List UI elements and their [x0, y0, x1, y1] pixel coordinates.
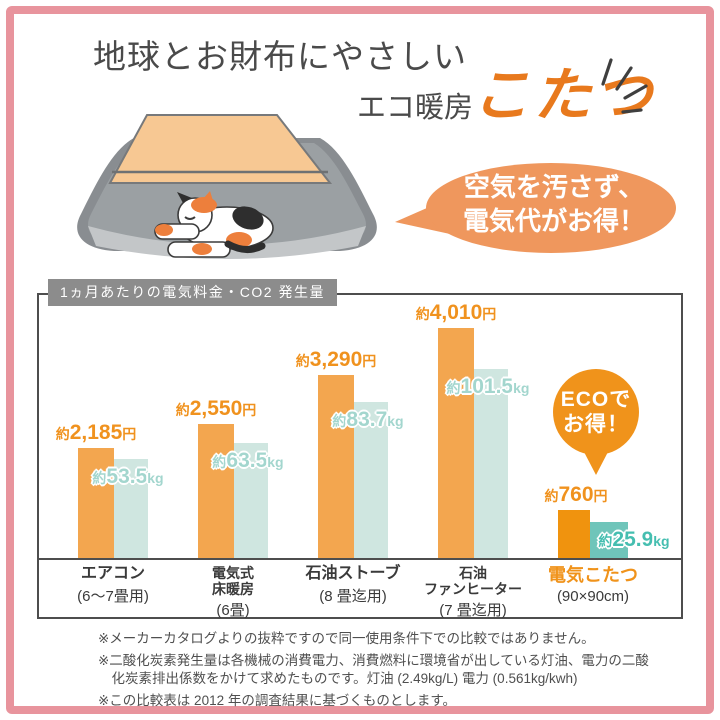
- subtitle-prefix: エコ暖房: [357, 90, 474, 124]
- footnote-item: ※この比較表は 2012 年の調査結果に基づくものとします。: [98, 692, 456, 708]
- eco-badge-balloon: [553, 369, 639, 475]
- page-title: 地球とお財布にやさしい: [93, 37, 467, 76]
- co2-value-label: 約63.5kg: [212, 449, 284, 472]
- category-name: エアコン: [80, 565, 145, 582]
- cost-bar: [558, 510, 590, 558]
- category-size: (6畳): [216, 602, 250, 620]
- eco-badge-text: ECOで お得！: [551, 387, 641, 437]
- category-label: 電気こたつ (90×90cm): [518, 565, 668, 605]
- cost-bar: [78, 448, 114, 558]
- cost-bar: [438, 328, 474, 558]
- speech-bubble-shape: [395, 163, 676, 253]
- speech-bubble-text: 空気を汚さず、 電気代がお得！: [428, 172, 680, 240]
- sparkle-lines-icon: [601, 58, 648, 114]
- co2-bar: [348, 402, 388, 558]
- category-name: 床暖房: [212, 581, 254, 598]
- speech-bubble-line2: 電気代がお得！: [462, 206, 645, 237]
- co2-value-label: 約83.7kg: [332, 408, 404, 431]
- category-size: (7 畳迄用): [439, 602, 507, 620]
- cost-value-label: 約4,010円: [415, 301, 497, 324]
- kotatsu-cat-illustration: [77, 114, 377, 259]
- eco-badge: ECOで お得！: [551, 367, 641, 479]
- co2-bar: [108, 459, 148, 558]
- category-label: エアコン (6〜7畳用): [38, 565, 188, 606]
- speech-bubble-line1: 空気を汚さず、: [463, 173, 645, 203]
- co2-bar: [468, 369, 508, 558]
- category-label: 石油 ファンヒーター (7 畳迄用): [398, 565, 548, 620]
- co2-value-label: 約101.5kg: [446, 375, 530, 398]
- category-size: (90×90cm): [556, 587, 630, 605]
- category-name: 石油ストーブ: [305, 565, 401, 582]
- category-label: 石油ストーブ (8 畳迄用): [278, 565, 428, 606]
- footnote-item: ※二酸化炭素発生量は各機械の消費電力、消費燃料に環境省が出している灯油、電力の二…: [98, 652, 649, 687]
- speech-bubble: 空気を汚さず、 電気代がお得！: [388, 158, 686, 260]
- co2-value-label: 約53.5kg: [92, 465, 164, 488]
- footnotes: ※メーカーカタログよりの抜粋ですので同一使用条件下での比較ではありません。 ※二酸…: [98, 630, 654, 714]
- category-labels-row: エアコン (6〜7畳用) 電気式 床暖房 (6畳) 石油ストーブ (8 畳迄用) 石油 ファンヒ…: [38, 558, 681, 620]
- category-name: 電気こたつ: [548, 565, 638, 585]
- chart-title-tab: 1ヵ月あたりの電気料金・CO2 発生量: [48, 279, 337, 306]
- cost-bar: [198, 424, 234, 558]
- co2-value-label: 約25.9kg: [598, 528, 670, 551]
- eco-badge-line2: お得！: [563, 413, 629, 437]
- category-name: 石油: [459, 565, 487, 581]
- co2-bar: [588, 522, 628, 558]
- category-label: 電気式 床暖房 (6畳): [158, 565, 308, 620]
- cost-value-label: 約760円: [544, 483, 608, 506]
- cost-value-label: 約2,185円: [55, 421, 137, 444]
- bars-layer: 約2,185円約53.5kg 約2,550円約63.5kg 約3,290円約83.7…: [39, 295, 681, 558]
- category-size: (6〜7畳用): [77, 588, 149, 606]
- cost-value-label: 約2,550円: [175, 397, 257, 420]
- category-name: ファンヒーター: [424, 581, 522, 598]
- comparison-bar-chart: 約2,185円約53.5kg 約2,550円約63.5kg 約3,290円約83.7…: [37, 293, 683, 619]
- brand-kotatsu-script: こたつ: [472, 61, 656, 129]
- cost-value-label: 約3,290円: [295, 348, 377, 371]
- footnote-item: ※メーカーカタログよりの抜粋ですので同一使用条件下での比較ではありません。: [98, 631, 595, 646]
- sleeping-cat: [154, 191, 274, 258]
- category-name: 電気式: [212, 565, 254, 581]
- eco-badge-line1: ECOで: [560, 388, 632, 411]
- category-size: (8 畳迄用): [319, 588, 387, 606]
- co2-bar: [228, 443, 268, 558]
- cost-bar: [318, 375, 354, 558]
